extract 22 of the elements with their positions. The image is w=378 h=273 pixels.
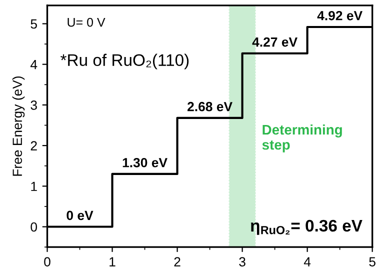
data-label: 2.68 eV (188, 102, 232, 112)
y-tick-label: 3 (30, 100, 37, 110)
y-tick-label: 1 (31, 182, 37, 191)
x-tick-label: 0 (44, 257, 50, 266)
y-tick-label: 2 (30, 141, 37, 150)
data-label: 1.30 eV (122, 158, 168, 168)
annotation: U= 0 V (68, 18, 106, 27)
data-label: 4.27 eV (252, 37, 298, 47)
y-tick-label: 0 (30, 222, 38, 232)
annotation: η$_{RuO₂}$= 0.36 eV (250, 220, 362, 235)
y-tick-label: 4 (30, 60, 38, 70)
annotation: *Ru of RuO₂(110) (60, 54, 189, 70)
x-tick-label: 3 (239, 257, 246, 266)
y-axis-title: Free Energy (eV) (12, 76, 25, 176)
y-tick-label: 5 (30, 19, 37, 29)
x-tick-label: 5 (369, 257, 376, 266)
x-tick-label: 4 (304, 257, 311, 266)
x-tick-label: 2 (174, 257, 180, 266)
data-label: 0 eV (66, 210, 94, 220)
band-label: Determining step (262, 124, 342, 152)
data-label: 4.92 eV (317, 10, 362, 20)
x-tick-label: 1 (110, 257, 116, 266)
